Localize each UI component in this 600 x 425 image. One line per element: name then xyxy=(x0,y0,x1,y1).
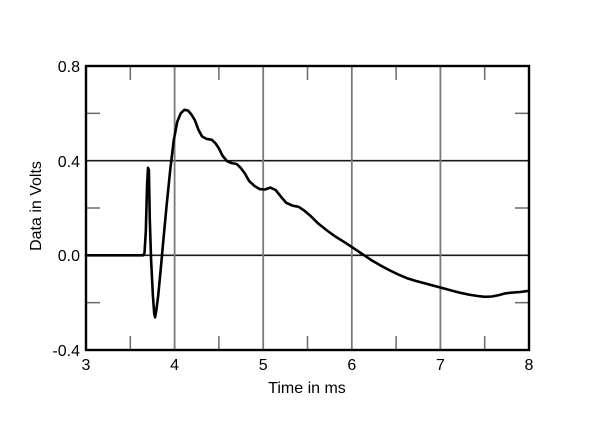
x-tick-label-7: 7 xyxy=(435,357,445,374)
y-tick-label-0.8: 0.8 xyxy=(57,59,80,76)
x-tick-label-8: 8 xyxy=(524,357,534,374)
x-tick-label-6: 6 xyxy=(347,357,357,374)
y-axis-title: Data in Volts xyxy=(28,161,45,251)
curve-step-response xyxy=(84,108,531,319)
x-tick-label-4: 4 xyxy=(170,357,180,374)
x-axis-title: Time in ms xyxy=(268,380,346,397)
y-tick-label--0.4: -0.4 xyxy=(52,343,80,360)
x-tick-label-5: 5 xyxy=(258,357,268,374)
x-tick-label-3: 3 xyxy=(81,357,91,374)
y-tick-label-0.4: 0.4 xyxy=(57,153,80,171)
plot-frame xyxy=(84,64,531,352)
y-tick-label-0.0: 0.0 xyxy=(57,248,80,266)
